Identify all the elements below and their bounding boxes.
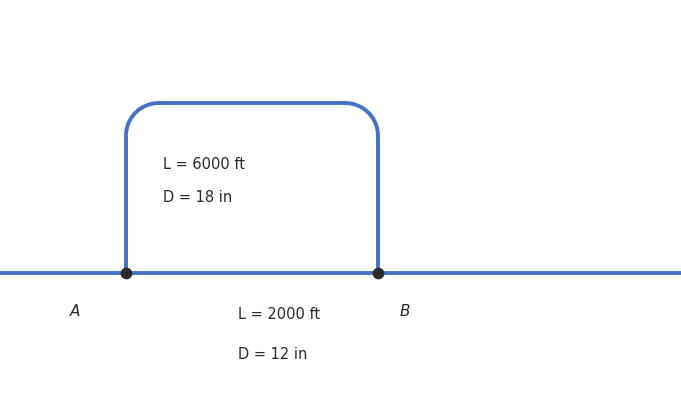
Text: Your assigned problem: With a total flow of 14 cfs, determine the division of fl: Your assigned problem: With a total flow… <box>8 18 626 33</box>
Text: D = 12 in: D = 12 in <box>238 347 308 361</box>
Point <box>373 270 383 277</box>
Text: B: B <box>400 303 411 318</box>
Text: D = 18 in: D = 18 in <box>163 190 233 204</box>
Text: L = 2000 ft: L = 2000 ft <box>238 306 321 322</box>
Text: A: A <box>69 303 80 318</box>
Text: L = 6000 ft: L = 6000 ft <box>163 156 245 171</box>
Point <box>121 270 131 277</box>
Text: and the head loss from A to B if n = 0.009 for all pipes.: and the head loss from A to B if n = 0.0… <box>8 55 430 70</box>
